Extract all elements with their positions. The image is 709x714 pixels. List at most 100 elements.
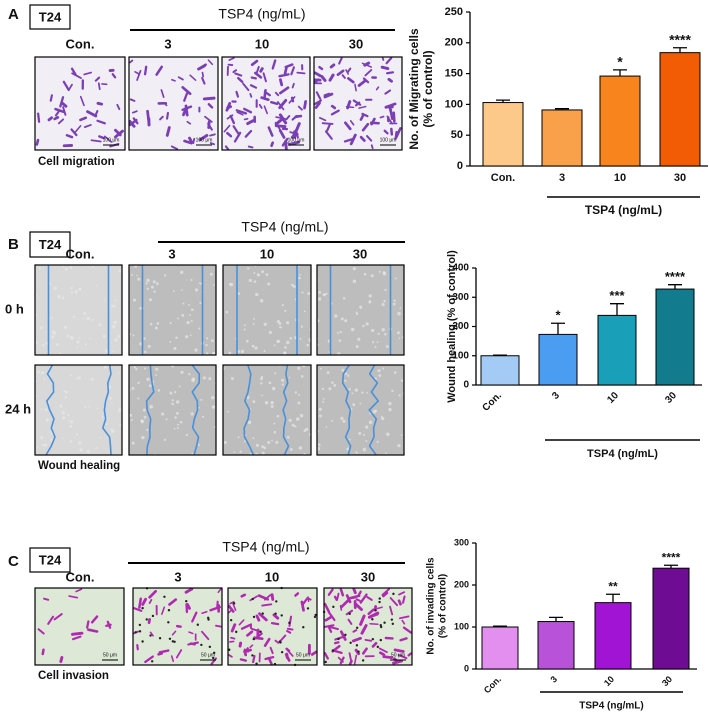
cell (254, 346, 258, 350)
cell (103, 135, 113, 143)
cell (364, 69, 373, 77)
cell (149, 298, 152, 302)
cell (337, 331, 340, 334)
cell (146, 377, 150, 381)
pore (288, 621, 291, 625)
image-frame (227, 587, 318, 666)
bar (541, 109, 583, 167)
cell (149, 322, 153, 326)
cell (230, 636, 236, 640)
image-frame (316, 264, 405, 356)
cell (129, 98, 136, 102)
cell (281, 304, 284, 307)
cell (143, 367, 147, 370)
cell (291, 82, 295, 89)
bar (599, 75, 641, 167)
cell (336, 592, 340, 601)
cell (143, 415, 147, 419)
cell (232, 602, 237, 611)
cell (177, 317, 180, 320)
cell (291, 423, 295, 427)
image-bg (223, 365, 311, 455)
cell (374, 346, 377, 349)
cell (202, 376, 206, 380)
cell (149, 631, 154, 637)
cell (57, 118, 65, 125)
cell (145, 282, 148, 285)
cell (379, 115, 385, 119)
group-label: TSP4 (ng/mL) (587, 448, 658, 460)
pore (314, 613, 317, 617)
cell (325, 292, 328, 295)
cell (208, 377, 212, 381)
cell (209, 272, 213, 276)
cell (361, 122, 370, 132)
cell (201, 71, 205, 78)
cell (330, 109, 340, 116)
cell (173, 427, 176, 430)
cell (165, 126, 171, 137)
cell (288, 376, 291, 379)
cell (270, 101, 279, 106)
cell (96, 407, 99, 410)
cell (389, 597, 399, 607)
cell (190, 279, 193, 282)
micrograph: 50 μm (132, 587, 223, 666)
cell (132, 334, 135, 337)
cell (105, 422, 108, 425)
cell (339, 598, 350, 609)
pore (185, 599, 188, 603)
pore (134, 631, 137, 634)
cell (105, 349, 109, 353)
wound-edge (191, 364, 201, 456)
x-tick-label: 3 (548, 674, 559, 685)
cell-line: T24 (39, 9, 62, 24)
cell (225, 310, 229, 314)
cell (129, 333, 132, 336)
pore (280, 614, 283, 617)
image-label: 30 (361, 569, 375, 584)
pore (232, 602, 236, 605)
cell (366, 391, 368, 394)
cell (378, 374, 382, 377)
cell (274, 118, 284, 126)
cell (313, 99, 322, 106)
cell (370, 144, 374, 150)
cell (286, 629, 292, 634)
cell (352, 403, 356, 407)
cell (40, 408, 43, 411)
cell (89, 337, 91, 340)
cell (273, 422, 276, 425)
cell (144, 655, 154, 664)
cell (189, 74, 197, 81)
cell (37, 112, 41, 123)
pore (229, 618, 233, 622)
cell (344, 319, 348, 323)
cell (45, 418, 49, 422)
cell (75, 433, 79, 436)
cell (112, 325, 116, 329)
cell (230, 623, 237, 633)
cell (198, 133, 209, 142)
cell (143, 350, 147, 354)
cell (180, 270, 184, 275)
cell (397, 311, 401, 316)
cell (176, 427, 179, 429)
cell (263, 446, 267, 450)
pore (255, 662, 258, 665)
cell (175, 400, 180, 404)
cell (360, 624, 368, 635)
cell (397, 599, 402, 606)
cell (382, 367, 385, 370)
cell (303, 310, 306, 313)
error-bar (606, 593, 620, 603)
cell (381, 302, 385, 307)
cell (78, 441, 82, 445)
cell (399, 637, 408, 642)
cell (349, 120, 355, 126)
cell (249, 595, 258, 602)
cell (342, 297, 346, 300)
cell (339, 587, 345, 597)
cell (245, 339, 249, 343)
y-axis-label: No. of Migrating cells (407, 28, 421, 150)
